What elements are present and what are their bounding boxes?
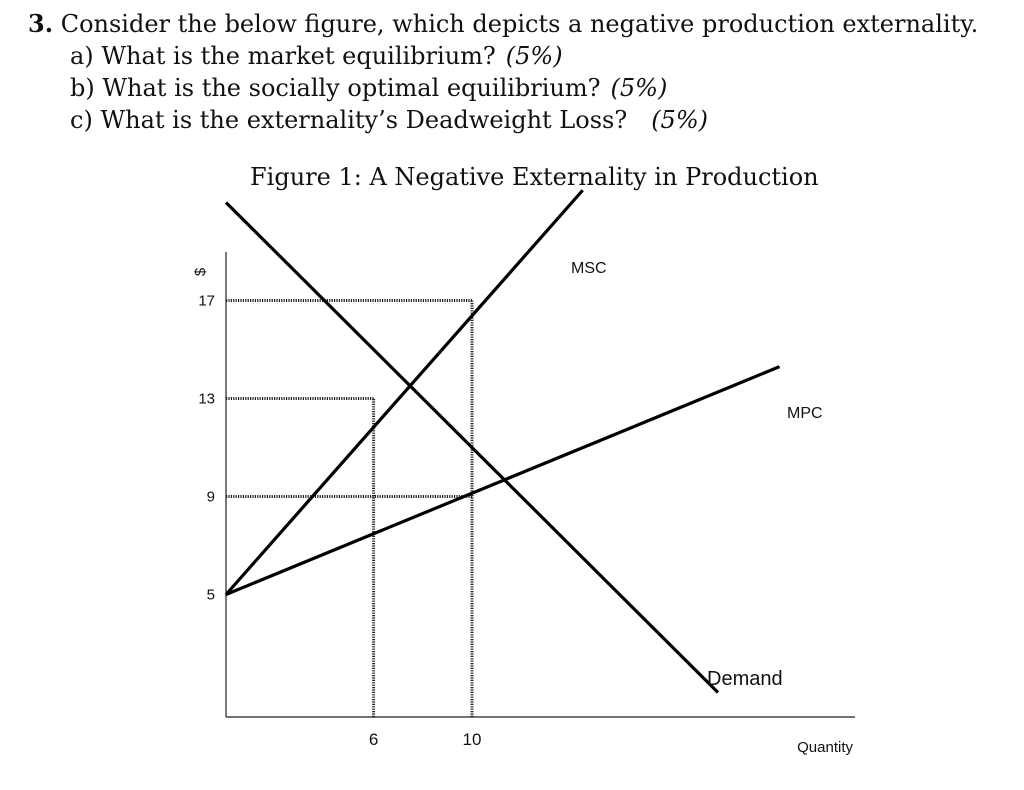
part-points: (5%) — [505, 42, 563, 70]
series-lines — [224, 189, 781, 694]
part-text: What is the externality’s Deadweight Los… — [100, 106, 628, 134]
series-line-msc — [224, 189, 584, 596]
question-part-b: b) What is the socially optimal equilibr… — [70, 73, 667, 103]
series-label-msc: MSC — [571, 260, 607, 277]
question-part-a: a) What is the market equilibrium? (5%) — [70, 41, 563, 71]
y-tick-label: 9 — [207, 489, 215, 506]
series-line-mpc — [225, 365, 781, 596]
part-label: b) — [70, 74, 95, 102]
y-tick-label: 17 — [198, 293, 215, 310]
part-text: What is the socially optimal equilibrium… — [102, 74, 601, 102]
guide-lines — [226, 299, 474, 717]
part-points: (5%) — [651, 106, 708, 134]
y-axis-label: $ — [192, 267, 209, 276]
question-number: 3. — [28, 9, 54, 38]
series-label-mpc: MPC — [787, 405, 823, 422]
y-tick-label: 13 — [198, 391, 215, 408]
x-axis-label: Quantity — [797, 739, 853, 756]
series-label-demand: Demand — [707, 668, 783, 690]
axes — [225, 252, 855, 718]
chart-labels: 5 9 13 17 6 10 $ Quantity Demand MSC MPC — [192, 260, 853, 756]
x-tick-label: 10 — [463, 730, 482, 749]
question-prompt-line: 3. Consider the below figure, which depi… — [28, 9, 978, 39]
question-part-c: c) What is the externality’s Deadweight … — [70, 105, 708, 135]
question-block: 3. Consider the below figure, which depi… — [0, 0, 1024, 200]
figure-caption: Figure 1: A Negative Externality in Prod… — [250, 163, 819, 191]
part-label: a) — [70, 42, 94, 70]
y-tick-label: 5 — [207, 587, 215, 604]
question-prompt: Consider the below figure, which depicts… — [60, 10, 979, 38]
x-tick-label: 6 — [369, 730, 378, 749]
part-label: c) — [70, 106, 93, 134]
part-text: What is the market equilibrium? — [101, 42, 496, 70]
series-line-demand — [224, 201, 720, 694]
part-points: (5%) — [610, 74, 668, 102]
